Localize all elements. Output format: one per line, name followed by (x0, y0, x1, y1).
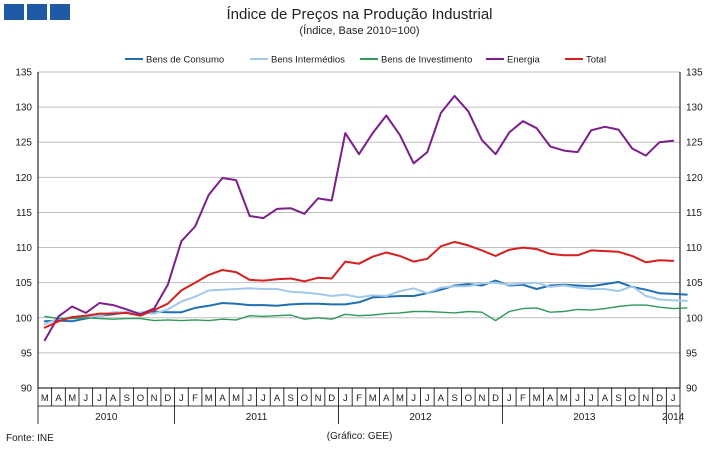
logo-block (50, 4, 70, 20)
month-label: J (179, 393, 184, 404)
month-label: O (465, 393, 472, 404)
month-label: D (164, 393, 171, 404)
chart-credit: (Gráfico: GEE) (326, 431, 393, 442)
series-line (43, 281, 688, 326)
month-label: M (41, 393, 49, 404)
month-label: J (97, 393, 102, 404)
month-label: J (261, 393, 266, 404)
month-label: M (369, 393, 377, 404)
y2-tick-label: 105 (686, 278, 703, 289)
month-label: A (547, 393, 554, 404)
month-label: O (301, 393, 308, 404)
month-label: N (642, 393, 649, 404)
y2-tick-label: 130 (686, 103, 703, 114)
y2-tick-label: 115 (686, 208, 702, 219)
month-label: J (575, 393, 580, 404)
month-label: J (247, 393, 252, 404)
month-label: J (83, 393, 88, 404)
month-label: M (533, 393, 541, 404)
y2-tick-label: 110 (686, 243, 702, 254)
gee-logo (4, 4, 70, 20)
y2-tick-label: 100 (686, 313, 703, 324)
source-note: Fonte: INE (6, 433, 54, 444)
y2-tick-label: 120 (686, 173, 703, 184)
series-line (43, 94, 675, 342)
month-label: A (55, 393, 62, 404)
month-label: D (492, 393, 499, 404)
month-label: N (151, 393, 158, 404)
month-label: J (425, 393, 430, 404)
year-label: 2012 (409, 412, 432, 423)
year-label: 2013 (573, 412, 596, 423)
legend-label: Bens de Investimento (381, 55, 472, 66)
month-label: N (315, 393, 322, 404)
month-label: M (68, 393, 76, 404)
y-tick-label: 115 (16, 208, 32, 219)
month-label: J (589, 393, 594, 404)
month-label: F (520, 393, 526, 404)
month-label: J (343, 393, 348, 404)
legend-label: Bens Intermédios (271, 55, 345, 66)
month-label: N (478, 393, 485, 404)
month-label: M (396, 393, 404, 404)
month-label: O (628, 393, 635, 404)
month-label: M (560, 393, 568, 404)
month-label: J (671, 393, 676, 404)
y-tick-label: 100 (15, 313, 32, 324)
y2-tick-label: 95 (686, 348, 698, 359)
month-label: S (615, 393, 621, 404)
month-label: A (110, 393, 117, 404)
month-label: O (137, 393, 144, 404)
y2-tick-label: 125 (686, 138, 703, 149)
legend-label: Bens de Consumo (146, 55, 224, 66)
month-label: M (205, 393, 213, 404)
month-label: A (602, 393, 609, 404)
month-label: D (328, 393, 335, 404)
y-tick-label: 125 (15, 138, 32, 149)
y-tick-label: 120 (15, 173, 32, 184)
year-label: 2011 (246, 412, 268, 423)
month-label: F (192, 393, 198, 404)
legend-label: Energia (507, 55, 540, 66)
month-label: D (656, 393, 663, 404)
month-label: A (219, 393, 226, 404)
year-label: 2014 (662, 412, 685, 423)
y-tick-label: 135 (15, 68, 32, 79)
legend-label: Total (586, 55, 606, 66)
month-label: A (383, 393, 390, 404)
y-tick-label: 90 (21, 384, 33, 395)
month-label: F (356, 393, 362, 404)
month-label: A (438, 393, 445, 404)
chart-subtitle: (Índice, Base 2010=100) (299, 25, 420, 37)
y-tick-label: 95 (21, 348, 33, 359)
y-tick-label: 130 (15, 103, 32, 114)
y2-tick-label: 135 (686, 68, 703, 79)
month-label: A (274, 393, 281, 404)
y-tick-label: 105 (15, 278, 32, 289)
month-label: J (507, 393, 512, 404)
month-label: M (232, 393, 240, 404)
month-label: S (451, 393, 457, 404)
month-label: J (411, 393, 416, 404)
logo-block (4, 4, 24, 20)
logo-block (27, 4, 47, 20)
chart-title: Índice de Preços na Produção Industrial (226, 6, 493, 23)
series-line (43, 240, 675, 329)
y-tick-label: 110 (16, 243, 32, 254)
month-label: S (288, 393, 294, 404)
series-line (44, 304, 688, 322)
y2-tick-label: 90 (686, 384, 698, 395)
year-label: 2010 (95, 412, 118, 423)
month-label: S (124, 393, 130, 404)
